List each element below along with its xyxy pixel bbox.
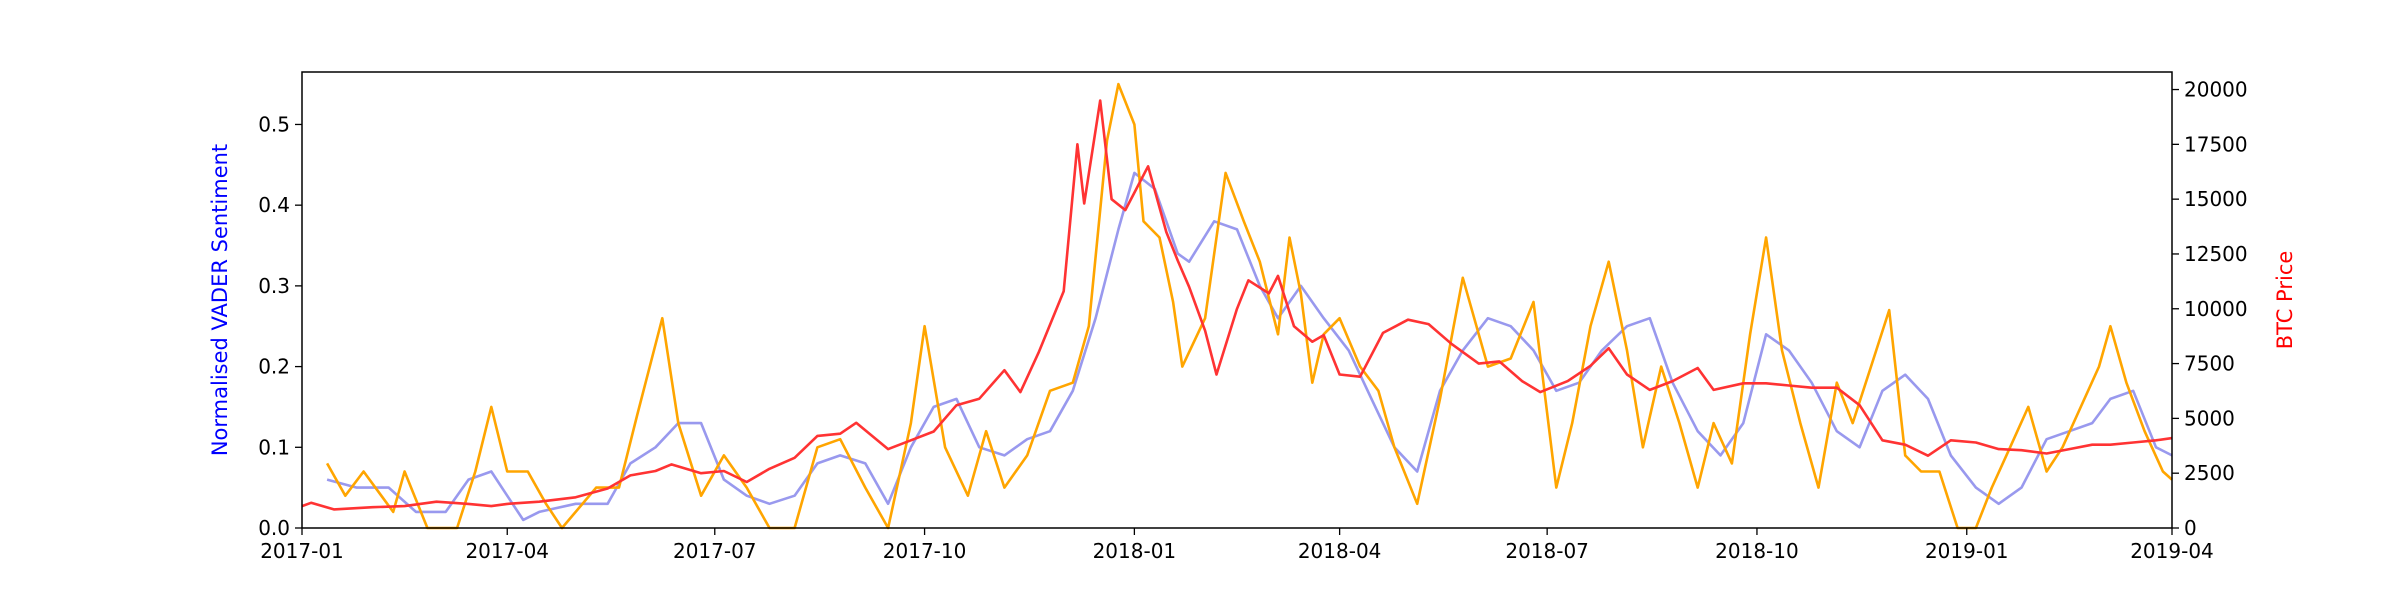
x-tick-label: 2019-01 bbox=[1925, 539, 2009, 563]
y-axis-left-label: Normalised VADER Sentiment bbox=[208, 144, 232, 456]
x-tick-label: 2017-10 bbox=[883, 539, 967, 563]
x-tick-label: 2018-04 bbox=[1298, 539, 1382, 563]
y-axis-right-label: BTC Price bbox=[2273, 251, 2297, 350]
y-left-tick-label: 0.0 bbox=[258, 516, 290, 540]
y-right-tick-label: 20000 bbox=[2184, 78, 2248, 102]
y-axis-left: 0.0 0.1 0.2 0.3 0.4 0.5 bbox=[258, 112, 302, 540]
y-left-tick-label: 0.5 bbox=[258, 112, 290, 136]
y-right-tick-label: 12500 bbox=[2184, 242, 2248, 266]
x-tick-label: 2017-01 bbox=[260, 539, 344, 563]
x-axis: 2017-01 2017-04 2017-07 2017-10 2018-01 2018-… bbox=[260, 528, 2214, 563]
y-right-tick-label: 0 bbox=[2184, 516, 2197, 540]
y-right-tick-label: 10000 bbox=[2184, 297, 2248, 321]
x-tick-label: 2018-10 bbox=[1715, 539, 1799, 563]
x-tick-label: 2017-07 bbox=[673, 539, 757, 563]
series-line-2 bbox=[325, 82, 2173, 530]
series-line-1 bbox=[326, 171, 2173, 522]
x-tick-label: 2018-01 bbox=[1093, 539, 1177, 563]
x-tick-label: 2018-07 bbox=[1505, 539, 1589, 563]
series-line-3 bbox=[301, 99, 2173, 511]
series-layer bbox=[301, 82, 2173, 530]
y-right-tick-label: 5000 bbox=[2184, 406, 2235, 430]
y-axis-right: 0 2500 5000 7500 10000 12500 15000 17500 20000 bbox=[2172, 78, 2248, 540]
y-left-tick-label: 0.1 bbox=[258, 435, 290, 459]
x-tick-label: 2017-04 bbox=[465, 539, 549, 563]
y-right-tick-label: 17500 bbox=[2184, 132, 2248, 156]
y-left-tick-label: 0.2 bbox=[258, 355, 290, 379]
plot-frame bbox=[301, 71, 2173, 529]
y-right-tick-label: 15000 bbox=[2184, 187, 2248, 211]
x-tick-label: 2019-04 bbox=[2130, 539, 2214, 563]
y-left-tick-label: 0.3 bbox=[258, 274, 290, 298]
y-right-tick-label: 7500 bbox=[2184, 352, 2235, 376]
y-right-tick-label: 2500 bbox=[2184, 461, 2235, 485]
y-left-tick-label: 0.4 bbox=[258, 193, 290, 217]
